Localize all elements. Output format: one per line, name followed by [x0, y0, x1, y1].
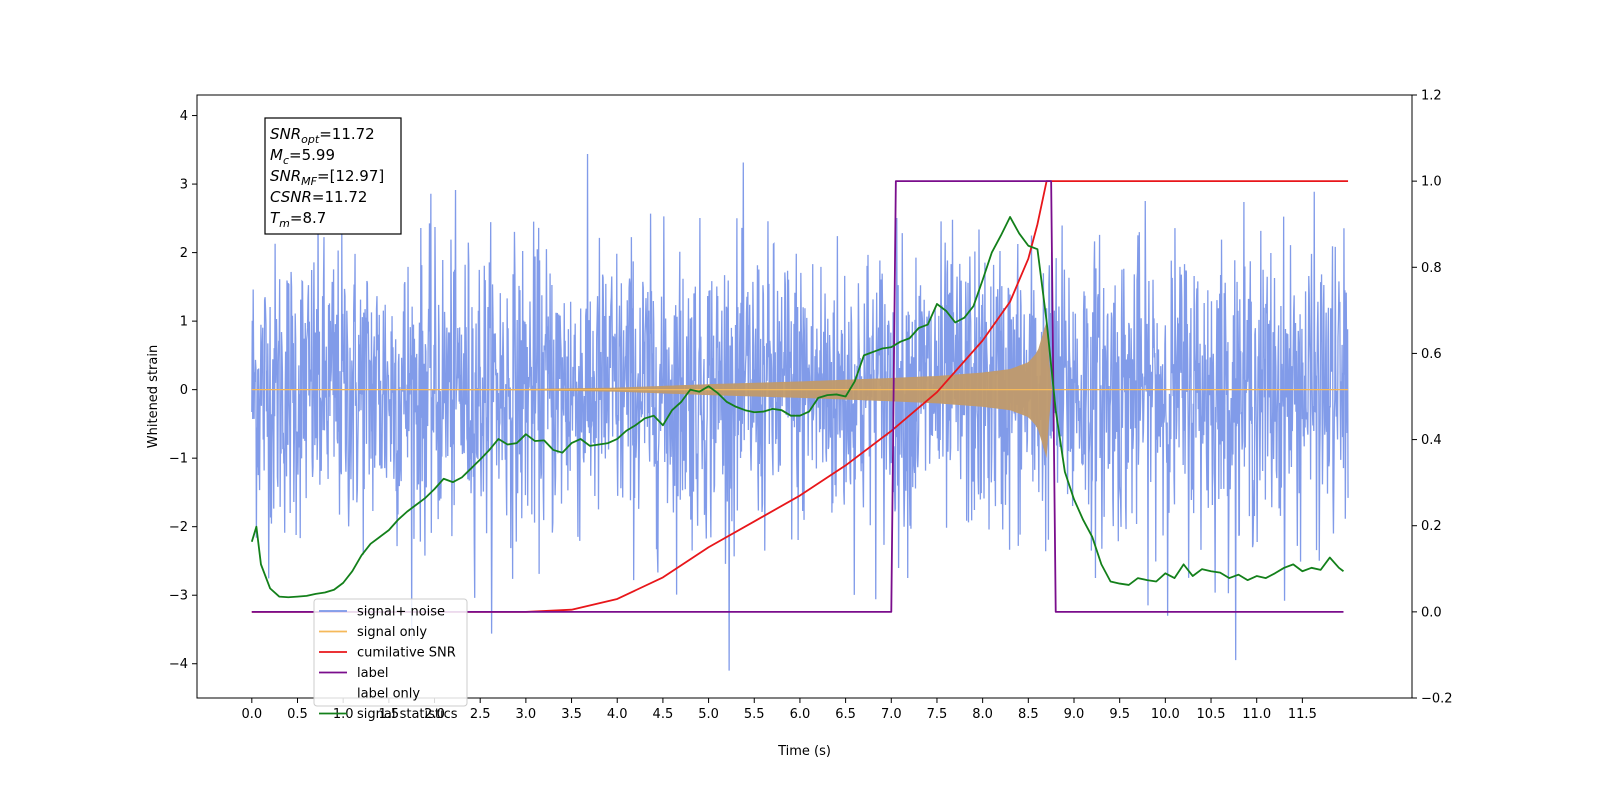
y-axis-right: 1.2 1.0 0.8 0.6 0.4 0.2 0.0 −0.2	[1412, 89, 1453, 707]
legend-label: signal+ noise	[357, 605, 445, 620]
x-tick-label: 11.0	[1242, 707, 1271, 722]
series-signal-only	[251, 321, 1349, 459]
y-tick-label-right: 0.2	[1421, 519, 1442, 534]
legend-label: label only	[357, 687, 420, 702]
y-tick-label-left: −3	[169, 589, 188, 604]
x-tick-label: 11.5	[1288, 707, 1317, 722]
y-axis-left: 4 3 2 1 0 −1 −2 −3 −4	[169, 109, 197, 672]
series-label	[251, 180, 1344, 613]
x-tick-label: 7.5	[927, 707, 948, 722]
x-tick-label: 3.5	[561, 707, 582, 722]
y-tick-label-right: 0.0	[1421, 605, 1442, 620]
legend-label: cumilative SNR	[357, 646, 456, 661]
x-tick-label: 2.0	[424, 707, 445, 722]
line-signal-statistics	[250, 216, 1345, 599]
x-tick-label: 10.0	[1151, 707, 1180, 722]
x-tick-label: 9.0	[1064, 707, 1085, 722]
y-tick-label-left: 3	[180, 178, 188, 193]
x-axis: 0.0 0.5 1.0 1.5 2.0 2.5 3.0 3.5 4.0 4.5 5.0 5.5 6.0 6…	[241, 698, 1317, 722]
y-tick-label-left: 4	[180, 109, 188, 124]
y-tick-label-right: −0.2	[1421, 692, 1453, 707]
x-tick-label: 10.5	[1197, 707, 1226, 722]
info-annotation-box: SNRopt=11.72Mc=5.99SNRMF=[12.97]CSNR=11.…	[264, 117, 402, 235]
y-tick-label-left: 2	[180, 246, 188, 261]
legend-label: label	[357, 666, 388, 681]
x-tick-label: 7.0	[881, 707, 902, 722]
x-tick-label: 9.5	[1109, 707, 1130, 722]
y-tick-label-left: 0	[180, 383, 188, 398]
x-tick-label: 4.0	[607, 707, 628, 722]
x-tick-label: 2.5	[470, 707, 491, 722]
y-tick-label-right: 1.0	[1421, 175, 1442, 190]
y-tick-label-right: 0.8	[1421, 261, 1442, 276]
y-tick-label-left: −1	[169, 452, 188, 467]
x-axis-label: Time (s)	[777, 744, 831, 759]
x-tick-label: 6.5	[835, 707, 856, 722]
y-tick-label-left: 1	[180, 315, 188, 330]
line-cumulative-snr	[251, 180, 1349, 613]
y-tick-label-right: 1.2	[1421, 89, 1442, 104]
info-line: Tm=8.7	[270, 209, 326, 230]
info-line: CSNR=11.72	[270, 188, 367, 206]
legend-label: signal only	[357, 625, 427, 640]
x-tick-label: 1.0	[333, 707, 354, 722]
info-line: SNRMF=[12.97]	[270, 167, 384, 188]
info-box-frame	[264, 117, 402, 235]
info-line: Mc=5.99	[270, 146, 335, 167]
y-tick-label-right: 0.6	[1421, 347, 1442, 362]
y-tick-label-left: −4	[169, 657, 188, 672]
legend-label: signal statistics	[357, 707, 458, 722]
y-tick-label-right: 0.4	[1421, 433, 1442, 448]
series-cumulative-snr	[251, 180, 1349, 613]
x-tick-label: 4.5	[653, 707, 674, 722]
x-tick-label: 3.0	[516, 707, 537, 722]
x-tick-label: 6.0	[790, 707, 811, 722]
y-tick-label-left: −2	[169, 520, 188, 535]
series-signal-statistics	[250, 216, 1345, 599]
plot-area-frame	[196, 94, 1413, 699]
x-tick-label: 0.0	[241, 707, 262, 722]
x-tick-label: 5.5	[744, 707, 765, 722]
info-line: SNRopt=11.72	[270, 125, 375, 146]
x-tick-label: 8.0	[972, 707, 993, 722]
y-axis-label-left: Whitened strain	[146, 345, 161, 448]
series-signal-noise	[251, 154, 1349, 671]
x-tick-label: 0.5	[287, 707, 308, 722]
line-label	[251, 180, 1344, 613]
x-tick-label: 8.5	[1018, 707, 1039, 722]
legend-frame	[313, 598, 468, 707]
legend: signal+ noise signal only cumilative SNR la…	[313, 598, 468, 722]
x-tick-label: 1.5	[378, 707, 399, 722]
x-tick-label: 5.0	[698, 707, 719, 722]
line-signal-noise	[251, 154, 1349, 671]
